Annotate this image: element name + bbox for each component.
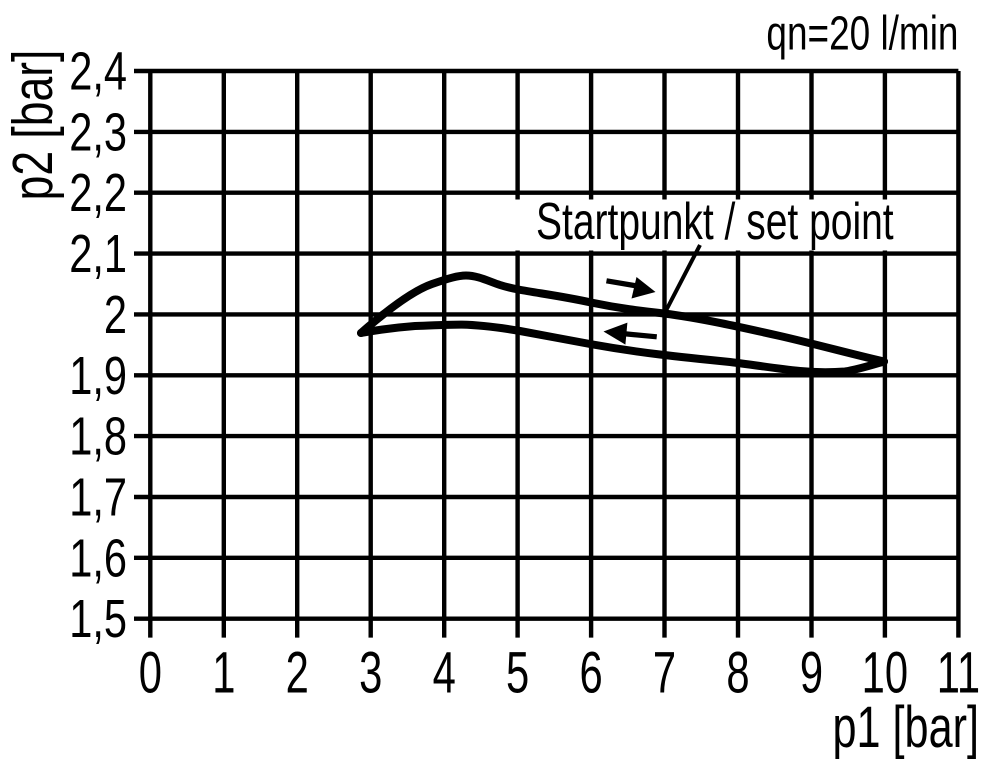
svg-text:1,6: 1,6 <box>69 528 127 589</box>
svg-text:Startpunkt / set point: Startpunkt / set point <box>536 191 894 250</box>
svg-text:2,3: 2,3 <box>69 102 127 163</box>
svg-text:2,2: 2,2 <box>69 163 127 224</box>
svg-text:8: 8 <box>726 640 749 705</box>
svg-text:10: 10 <box>862 640 908 705</box>
svg-text:1,5: 1,5 <box>69 589 127 650</box>
svg-text:qn=20 l/min: qn=20 l/min <box>766 7 958 61</box>
svg-text:1,8: 1,8 <box>69 406 127 467</box>
svg-text:2: 2 <box>104 285 127 346</box>
svg-text:p1 [bar]: p1 [bar] <box>833 695 979 760</box>
svg-text:4: 4 <box>433 640 456 705</box>
svg-text:1,9: 1,9 <box>69 346 127 407</box>
svg-text:5: 5 <box>506 640 529 705</box>
svg-text:9: 9 <box>800 640 823 705</box>
svg-text:1: 1 <box>212 640 235 705</box>
svg-text:3: 3 <box>359 640 382 705</box>
svg-text:p2 [bar]: p2 [bar] <box>1 50 65 201</box>
svg-text:11: 11 <box>937 640 980 705</box>
svg-text:2,4: 2,4 <box>69 41 127 102</box>
svg-text:2,1: 2,1 <box>69 224 127 285</box>
svg-text:7: 7 <box>653 640 676 705</box>
svg-text:0: 0 <box>139 640 162 705</box>
svg-text:1,7: 1,7 <box>69 467 127 528</box>
svg-text:2: 2 <box>286 640 309 705</box>
svg-text:6: 6 <box>579 640 602 705</box>
